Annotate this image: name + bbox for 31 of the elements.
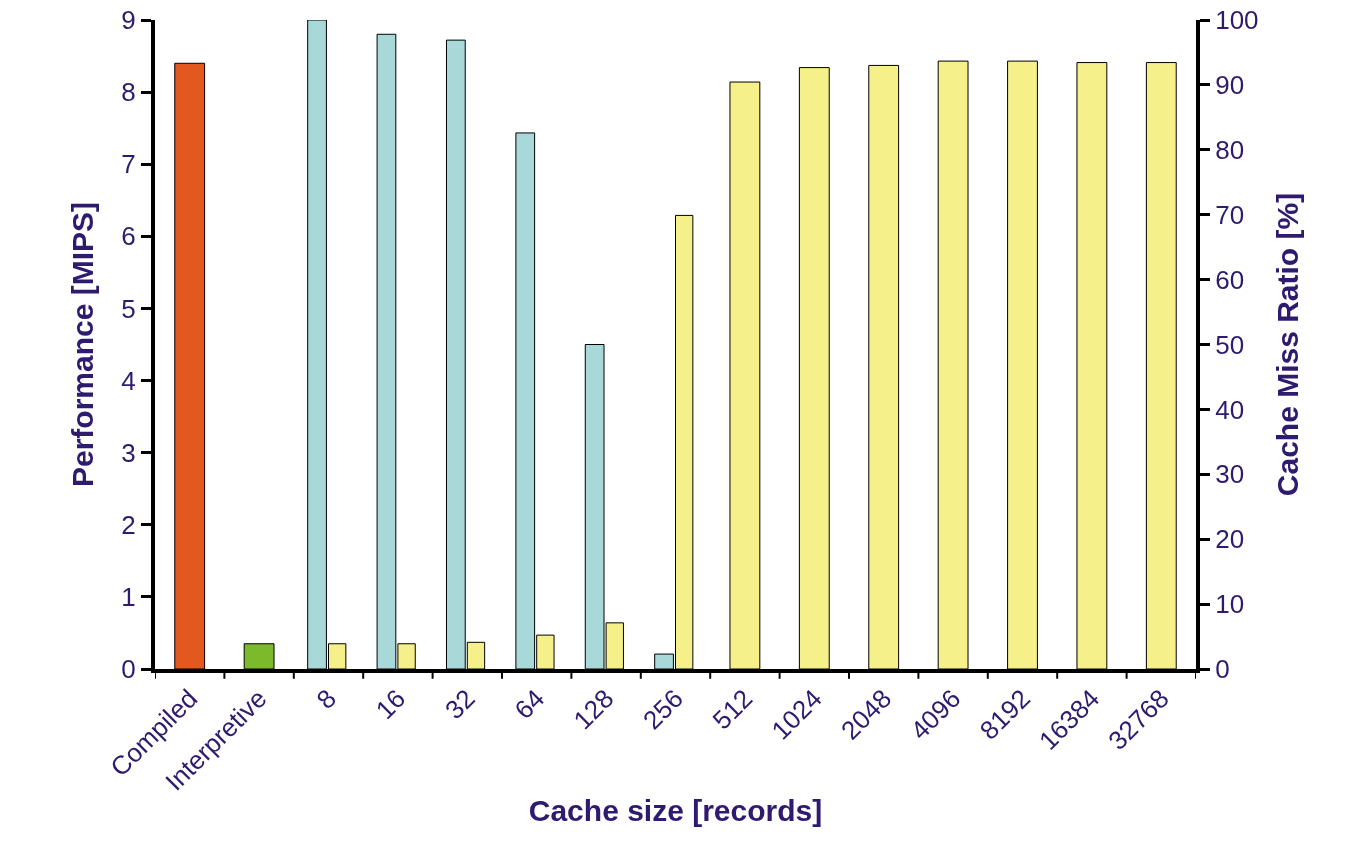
y-tick-label: 0 <box>121 654 136 685</box>
x-tick-label: 128 <box>567 683 620 736</box>
y2-tick-label: 30 <box>1215 459 1245 490</box>
x-tick-label: 512 <box>706 683 759 736</box>
y-tick-label: 3 <box>121 437 136 468</box>
y2-tick-label: 10 <box>1215 589 1245 620</box>
y2-tick-label: 100 <box>1215 5 1259 36</box>
x-tick-label: 32 <box>439 683 481 726</box>
y2-tick-label: 20 <box>1215 524 1245 555</box>
y-axis-title: Performance [MIPS] <box>65 201 99 488</box>
y-tick-label: 6 <box>121 221 136 252</box>
x-axis-title: Cache size [records] <box>528 793 823 827</box>
y-tick-label: 4 <box>121 365 136 396</box>
y-tick-label: 5 <box>121 293 136 324</box>
x-tick-label: 64 <box>508 683 551 726</box>
y-tick-label: 8 <box>121 77 136 108</box>
x-tick-label: 16 <box>369 683 412 726</box>
x-tick-label: 8 <box>310 683 342 715</box>
y-tick-label: 9 <box>121 5 136 36</box>
y2-tick-label: 80 <box>1215 134 1245 165</box>
y2-tick-label: 50 <box>1215 329 1245 360</box>
y2-axis-title: Cache Miss Ratio [%] <box>1270 192 1304 497</box>
y2-tick-label: 60 <box>1215 264 1245 295</box>
y2-tick-label: 40 <box>1215 394 1245 425</box>
y-tick-label: 2 <box>121 509 136 540</box>
x-tick-label: 256 <box>637 683 689 736</box>
y2-tick-label: 70 <box>1215 199 1245 230</box>
y-tick-label: 1 <box>121 581 136 612</box>
y2-tick-label: 0 <box>1215 654 1230 685</box>
y-tick-label: 7 <box>121 149 136 180</box>
y2-tick-label: 90 <box>1215 70 1245 100</box>
